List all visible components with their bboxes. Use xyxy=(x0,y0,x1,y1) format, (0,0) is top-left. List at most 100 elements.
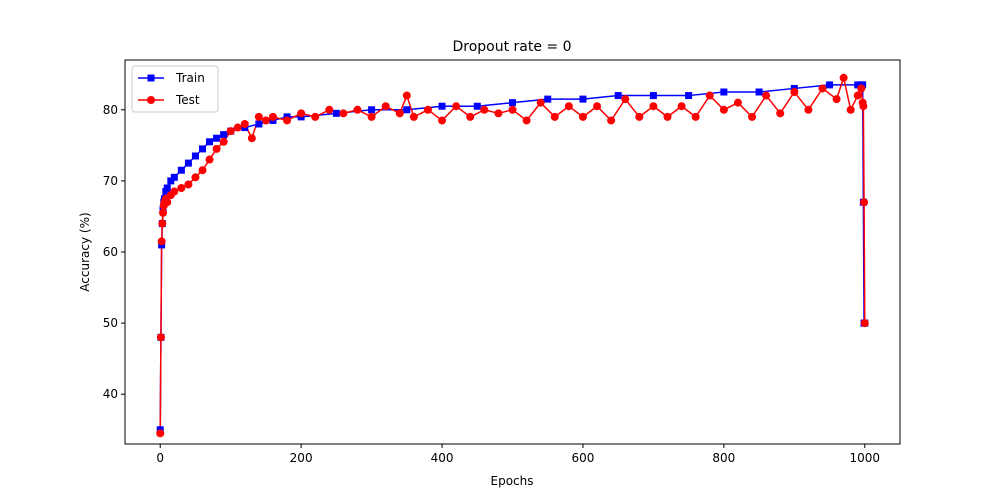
train-point xyxy=(368,106,376,114)
train-point xyxy=(649,92,657,100)
test-point xyxy=(438,116,447,125)
x-tick-label: 800 xyxy=(712,451,735,465)
test-point xyxy=(297,109,306,118)
train-point xyxy=(163,184,171,192)
test-point xyxy=(804,105,813,114)
test-point xyxy=(621,95,630,104)
test-point xyxy=(170,187,179,196)
test-point xyxy=(283,116,292,125)
train-point xyxy=(191,152,199,160)
train-point xyxy=(438,102,446,110)
x-tick-label: 0 xyxy=(156,451,164,465)
train-point xyxy=(162,188,170,196)
test-point xyxy=(247,134,256,143)
test-point xyxy=(719,105,728,114)
train-point xyxy=(544,95,552,103)
test-point xyxy=(635,112,644,121)
test-point xyxy=(156,429,165,438)
test-point xyxy=(339,109,348,118)
test-point xyxy=(522,116,531,125)
test-point xyxy=(859,102,868,111)
test-point xyxy=(198,166,207,175)
test-point xyxy=(536,98,545,107)
test-point xyxy=(325,105,334,114)
test-point xyxy=(733,98,742,107)
legend-box xyxy=(131,65,219,113)
test-point xyxy=(790,88,799,96)
test-point xyxy=(233,123,242,132)
x-axis-label: Epochs xyxy=(491,474,534,488)
chart-title: Dropout rate = 0 xyxy=(452,39,571,55)
y-tick-label: 50 xyxy=(103,316,118,330)
train-point xyxy=(755,88,763,96)
x-tick-label: 1000 xyxy=(849,451,880,465)
legend-train-label: Train xyxy=(175,71,205,85)
train-point xyxy=(170,173,178,181)
test-point xyxy=(846,105,855,114)
legend-train-marker xyxy=(147,74,155,82)
train-point xyxy=(826,81,834,89)
test-point xyxy=(409,112,418,121)
train-point xyxy=(206,138,214,146)
test-point xyxy=(423,105,432,114)
test-point xyxy=(860,198,869,207)
test-point xyxy=(157,237,166,246)
test-point xyxy=(839,73,848,82)
test-point xyxy=(212,144,221,153)
test-point xyxy=(205,155,214,164)
test-point xyxy=(593,102,602,111)
train-point xyxy=(473,102,481,110)
y-tick-label: 80 xyxy=(103,103,118,117)
test-point xyxy=(353,105,362,114)
test-point xyxy=(677,102,686,111)
test-point xyxy=(226,127,235,136)
test-point xyxy=(564,102,573,111)
train-point xyxy=(167,177,175,185)
train-point xyxy=(220,131,228,139)
test-point xyxy=(156,333,165,342)
y-tick-label: 70 xyxy=(103,174,118,188)
train-point xyxy=(614,92,622,100)
train-point xyxy=(509,99,516,107)
test-point xyxy=(367,112,376,121)
y-axis-label: Accuracy (%) xyxy=(78,212,92,291)
test-point xyxy=(508,105,517,114)
test-point xyxy=(649,102,658,111)
train-point xyxy=(854,81,862,89)
x-tick-label: 200 xyxy=(290,451,313,465)
train-point xyxy=(177,166,185,174)
x-tick-label: 600 xyxy=(572,451,595,465)
test-point xyxy=(578,112,587,121)
test-point xyxy=(832,95,841,104)
test-point xyxy=(184,180,193,189)
train-point xyxy=(685,92,693,100)
y-axis-ticks: 40 50 60 70 80 xyxy=(103,103,125,401)
test-point xyxy=(480,105,489,114)
test-point xyxy=(177,184,186,192)
y-tick-label: 60 xyxy=(103,245,118,259)
train-point xyxy=(213,134,221,142)
test-point xyxy=(381,102,390,111)
test-point xyxy=(494,109,503,118)
test-point xyxy=(311,112,320,121)
train-point xyxy=(403,106,411,114)
train-point xyxy=(579,95,587,103)
train-point xyxy=(199,145,206,153)
test-point xyxy=(705,91,714,100)
test-point xyxy=(663,112,672,121)
test-point xyxy=(860,319,869,328)
x-tick-label: 400 xyxy=(431,451,454,465)
test-point xyxy=(818,84,827,93)
train-point xyxy=(332,109,340,117)
test-point xyxy=(762,91,771,100)
legend: Train Test xyxy=(131,65,219,113)
test-point xyxy=(402,91,411,100)
test-point xyxy=(158,219,167,228)
test-point xyxy=(159,208,168,217)
test-point xyxy=(452,102,461,111)
train-point xyxy=(255,120,263,128)
test-point xyxy=(268,112,277,121)
test-point xyxy=(748,112,757,121)
test-point xyxy=(607,116,616,125)
